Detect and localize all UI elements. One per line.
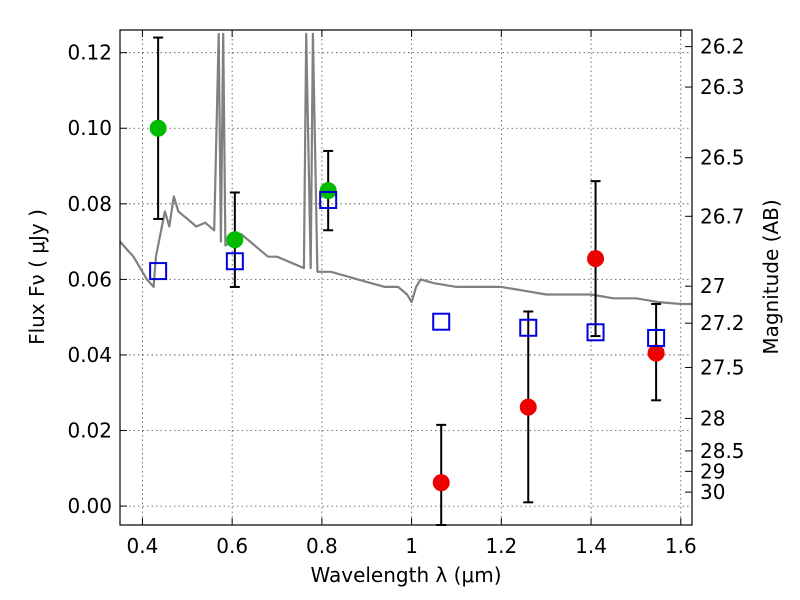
right-tick-label: 27.2 <box>700 311 745 335</box>
model-point <box>519 318 538 337</box>
right-tick-label: 29 <box>700 459 725 483</box>
data-point <box>519 398 537 416</box>
right-axis-label: Magnitude (AB) <box>759 199 783 354</box>
y-tick-label: 0.04 <box>67 343 112 367</box>
y-tick-label: 0.02 <box>67 419 112 443</box>
data-point <box>432 474 450 492</box>
data-point <box>647 344 665 362</box>
right-tick-label: 30 <box>700 480 725 504</box>
data-point <box>149 119 167 137</box>
error-bars <box>153 36 662 526</box>
y-tick-label: 0.00 <box>67 494 112 518</box>
data-markers <box>149 119 666 492</box>
axis-ticks: 0.4 0.6 0.8 1 1.2 1.4 1.6 0.00 0.02 0.04 0.06 0.08 0… <box>67 30 745 558</box>
x-tick-label: 1.6 <box>665 534 697 558</box>
model-point <box>586 323 605 342</box>
x-tick-label: 0.6 <box>216 534 248 558</box>
plot-frame <box>119 29 693 526</box>
x-tick-label: 1 <box>405 534 418 558</box>
right-tick-label: 26.5 <box>700 146 745 170</box>
right-tick-label: 27 <box>700 274 725 298</box>
y-tick-label: 0.08 <box>67 192 112 216</box>
model-point <box>647 328 666 347</box>
x-tick-label: 1.2 <box>485 534 517 558</box>
data-point <box>319 182 337 200</box>
model-spectrum <box>119 32 692 306</box>
model-point <box>225 252 244 271</box>
y-tick-label: 0.12 <box>67 41 112 65</box>
model-point <box>432 312 451 331</box>
x-tick-label: 0.4 <box>127 534 159 558</box>
right-tick-label: 26.7 <box>700 204 745 228</box>
right-tick-label: 27.5 <box>700 355 745 379</box>
spectrum-line <box>119 32 692 306</box>
data-point <box>587 250 605 268</box>
model-point <box>149 262 168 281</box>
right-tick-label: 26.3 <box>700 75 745 99</box>
y-tick-label: 0.10 <box>67 116 112 140</box>
right-tick-label: 26.2 <box>700 35 745 59</box>
grid <box>120 30 692 525</box>
y-axis-label: Flux Fν ( μJy ) <box>25 209 49 345</box>
x-axis-label: Wavelength λ (μm) <box>310 563 501 587</box>
y-tick-label: 0.06 <box>67 267 112 291</box>
right-tick-label: 28 <box>700 406 725 430</box>
data-point <box>226 231 244 249</box>
x-tick-label: 1.4 <box>575 534 607 558</box>
model-point <box>319 191 338 210</box>
right-tick-label: 28.5 <box>700 439 745 463</box>
x-tick-label: 0.8 <box>306 534 338 558</box>
